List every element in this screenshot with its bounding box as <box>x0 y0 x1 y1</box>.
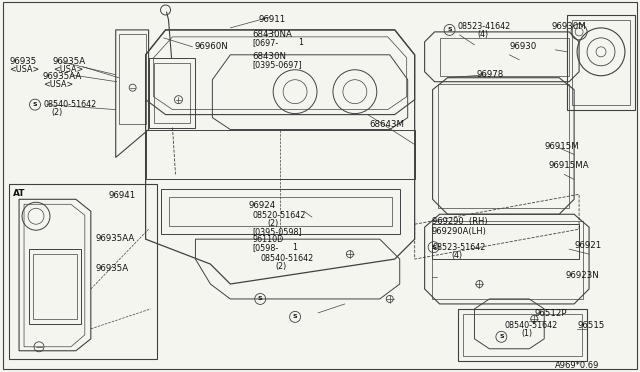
Text: 68430N: 68430N <box>252 52 286 61</box>
Text: 96911: 96911 <box>258 15 285 24</box>
Text: <USA>: <USA> <box>43 80 73 89</box>
Text: <USA>: <USA> <box>53 65 83 74</box>
Bar <box>161 189 400 234</box>
Text: 96110D: 96110D <box>252 235 284 244</box>
Bar <box>431 221 583 299</box>
Text: 96930M: 96930M <box>551 22 586 31</box>
Text: S: S <box>499 334 504 339</box>
Bar <box>438 84 569 208</box>
Text: 96924: 96924 <box>248 201 275 210</box>
Text: 969290A(LH): 969290A(LH) <box>431 227 486 236</box>
Text: [0697-: [0697- <box>252 38 278 47</box>
Bar <box>154 63 191 122</box>
Text: 68430NA: 68430NA <box>252 30 292 39</box>
Text: 1: 1 <box>292 243 297 252</box>
Text: (2): (2) <box>275 262 287 271</box>
Bar <box>463 314 582 356</box>
Bar <box>118 34 146 124</box>
Text: AT: AT <box>13 189 26 198</box>
Text: [0598-: [0598- <box>252 243 278 252</box>
Text: 96978: 96978 <box>476 70 504 79</box>
Text: 96515: 96515 <box>577 321 604 330</box>
Text: 08540-51642: 08540-51642 <box>260 254 314 263</box>
Bar <box>440 38 569 76</box>
Text: 96935AA: 96935AA <box>43 72 82 81</box>
Text: (2): (2) <box>267 219 278 228</box>
Text: S: S <box>258 296 262 301</box>
Text: <USA>: <USA> <box>9 65 39 74</box>
Text: 96935: 96935 <box>9 57 36 66</box>
Text: 96915MA: 96915MA <box>548 161 589 170</box>
Text: 96941: 96941 <box>109 191 136 201</box>
Text: 96921: 96921 <box>574 241 602 250</box>
Text: (4): (4) <box>452 251 463 260</box>
Text: 96935A: 96935A <box>53 57 86 66</box>
Text: 96935A: 96935A <box>96 264 129 273</box>
Bar <box>33 254 77 319</box>
Text: 96923N: 96923N <box>565 271 599 280</box>
Text: 96915M: 96915M <box>544 141 579 151</box>
Bar <box>29 249 81 324</box>
Text: [0395-0697]: [0395-0697] <box>252 60 302 69</box>
Text: (1): (1) <box>522 329 532 338</box>
Text: (2): (2) <box>51 108 62 117</box>
Bar <box>567 15 635 110</box>
Text: 96512P: 96512P <box>534 309 567 318</box>
Text: 08540-51642: 08540-51642 <box>44 100 97 109</box>
Text: 68643M: 68643M <box>370 119 405 129</box>
Text: 1: 1 <box>298 38 303 47</box>
Bar <box>458 309 587 361</box>
Text: 96930: 96930 <box>509 42 536 51</box>
Bar <box>572 20 630 105</box>
Text: A969*0.69: A969*0.69 <box>555 361 600 370</box>
Text: 96960N: 96960N <box>195 42 228 51</box>
Text: S: S <box>447 28 452 32</box>
Text: (4): (4) <box>477 30 488 39</box>
Text: 08523-41642: 08523-41642 <box>458 22 511 31</box>
Text: S: S <box>431 245 436 250</box>
Bar <box>431 224 579 259</box>
Text: 96935AA: 96935AA <box>96 234 135 243</box>
Text: 969290  (RH): 969290 (RH) <box>431 217 487 226</box>
Text: [0395-0598]: [0395-0598] <box>252 227 302 236</box>
Text: S: S <box>33 102 37 107</box>
Text: 08523-51642: 08523-51642 <box>433 243 486 252</box>
Text: 08540-51642: 08540-51642 <box>504 321 557 330</box>
Text: 08520-51642: 08520-51642 <box>252 211 306 220</box>
Bar <box>168 197 392 226</box>
Bar <box>9 185 157 359</box>
Text: S: S <box>292 314 298 320</box>
